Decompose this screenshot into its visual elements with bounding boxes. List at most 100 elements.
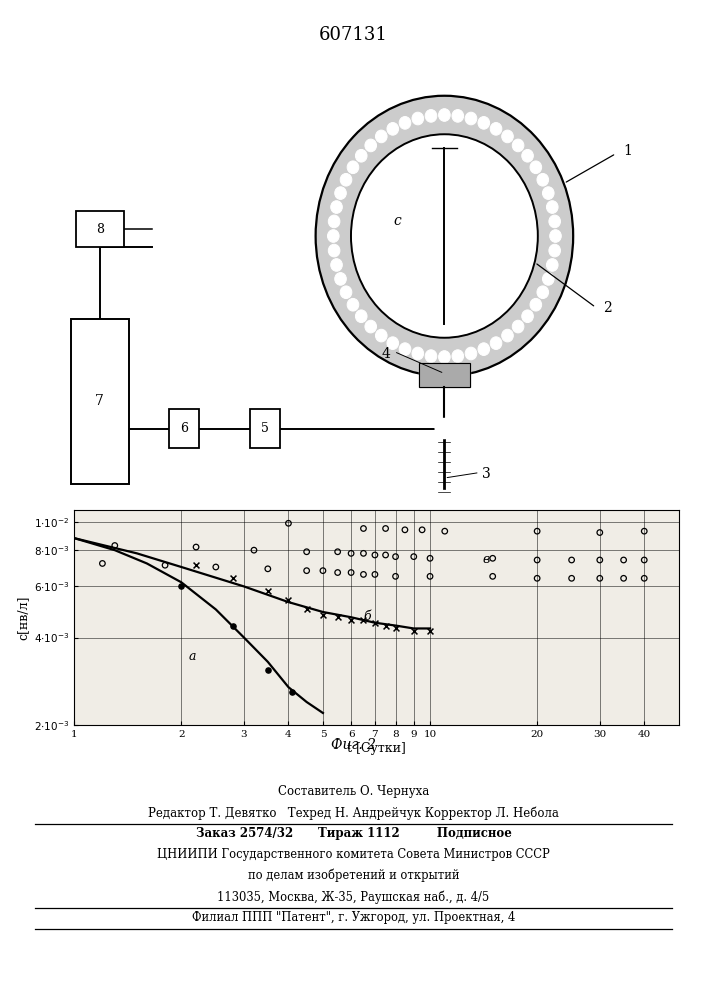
Circle shape	[513, 139, 524, 152]
Circle shape	[490, 337, 502, 349]
Circle shape	[542, 273, 554, 285]
Point	[399, 522, 411, 538]
Point	[346, 612, 357, 628]
Point	[424, 568, 436, 584]
Circle shape	[465, 347, 477, 360]
Point	[424, 550, 436, 566]
Point	[332, 565, 344, 581]
Point	[638, 570, 650, 586]
Circle shape	[328, 215, 340, 228]
Circle shape	[331, 259, 342, 271]
Circle shape	[433, 491, 455, 515]
Circle shape	[547, 201, 558, 213]
Point	[638, 552, 650, 568]
Point	[358, 545, 369, 561]
Point	[175, 578, 187, 594]
Circle shape	[522, 149, 533, 162]
Circle shape	[502, 130, 513, 143]
Circle shape	[387, 337, 399, 349]
Point	[594, 570, 605, 586]
Circle shape	[327, 230, 339, 242]
Circle shape	[478, 343, 490, 355]
Circle shape	[347, 161, 358, 174]
Circle shape	[412, 112, 423, 125]
Point	[532, 552, 543, 568]
Text: 113035, Москва, Ж-35, Раушская наб., д. 4/5: 113035, Москва, Ж-35, Раушская наб., д. …	[217, 890, 490, 904]
Text: 8: 8	[95, 223, 104, 236]
Circle shape	[550, 230, 561, 242]
Circle shape	[331, 201, 342, 213]
Circle shape	[347, 298, 358, 311]
Text: Фиг. 1: Фиг. 1	[331, 532, 376, 546]
Bar	[419, 362, 469, 387]
Point	[332, 544, 344, 560]
Point	[262, 583, 274, 599]
Point	[408, 549, 419, 565]
Circle shape	[490, 123, 502, 135]
Circle shape	[353, 136, 537, 336]
Circle shape	[530, 298, 542, 311]
Circle shape	[537, 173, 549, 186]
Circle shape	[542, 187, 554, 199]
Point	[487, 550, 498, 566]
Circle shape	[399, 117, 411, 129]
Circle shape	[356, 149, 367, 162]
Point	[248, 542, 259, 558]
Text: 1: 1	[624, 144, 633, 158]
Point	[301, 601, 312, 617]
Circle shape	[549, 215, 561, 228]
Circle shape	[334, 187, 346, 199]
Y-axis label: c[нв/л]: c[нв/л]	[17, 595, 30, 640]
Circle shape	[478, 117, 490, 129]
Text: в: в	[482, 553, 489, 566]
Circle shape	[438, 351, 450, 363]
Point	[358, 520, 369, 536]
Point	[286, 684, 298, 700]
Circle shape	[387, 123, 399, 135]
Circle shape	[328, 244, 340, 257]
Point	[358, 566, 369, 582]
Bar	[76, 211, 124, 247]
Point	[346, 545, 357, 561]
Circle shape	[549, 244, 561, 257]
Point	[369, 547, 380, 563]
Text: б: б	[363, 610, 371, 623]
Point	[358, 612, 369, 628]
Circle shape	[537, 286, 549, 299]
Point	[317, 607, 329, 623]
Text: Филиал ППП "Патент", г. Ужгород, ул. Проектная, 4: Филиал ППП "Патент", г. Ужгород, ул. Про…	[192, 911, 515, 924]
Point	[618, 570, 629, 586]
Circle shape	[436, 419, 453, 438]
Text: 7: 7	[95, 394, 104, 408]
Point	[390, 568, 401, 584]
Point	[262, 561, 274, 577]
Circle shape	[502, 329, 513, 342]
Circle shape	[530, 161, 542, 174]
Point	[159, 557, 170, 573]
Circle shape	[547, 259, 558, 271]
Point	[618, 552, 629, 568]
Point	[283, 592, 294, 608]
Point	[487, 568, 498, 584]
Circle shape	[425, 350, 437, 362]
Point	[638, 523, 650, 539]
Point	[346, 565, 357, 581]
Text: Составитель О. Чернуха: Составитель О. Чернуха	[278, 785, 429, 798]
Bar	[169, 409, 199, 448]
Point	[332, 609, 344, 625]
Point	[228, 570, 239, 586]
Text: 607131: 607131	[319, 26, 388, 44]
Point	[532, 523, 543, 539]
Circle shape	[340, 173, 352, 186]
Circle shape	[334, 273, 346, 285]
Circle shape	[365, 139, 377, 152]
Point	[532, 570, 543, 586]
Circle shape	[438, 109, 450, 121]
Circle shape	[465, 112, 477, 125]
Text: c: c	[394, 214, 402, 228]
Point	[380, 618, 391, 634]
Point	[97, 555, 108, 571]
Point	[566, 570, 578, 586]
Point	[439, 523, 450, 539]
Point	[380, 547, 391, 563]
